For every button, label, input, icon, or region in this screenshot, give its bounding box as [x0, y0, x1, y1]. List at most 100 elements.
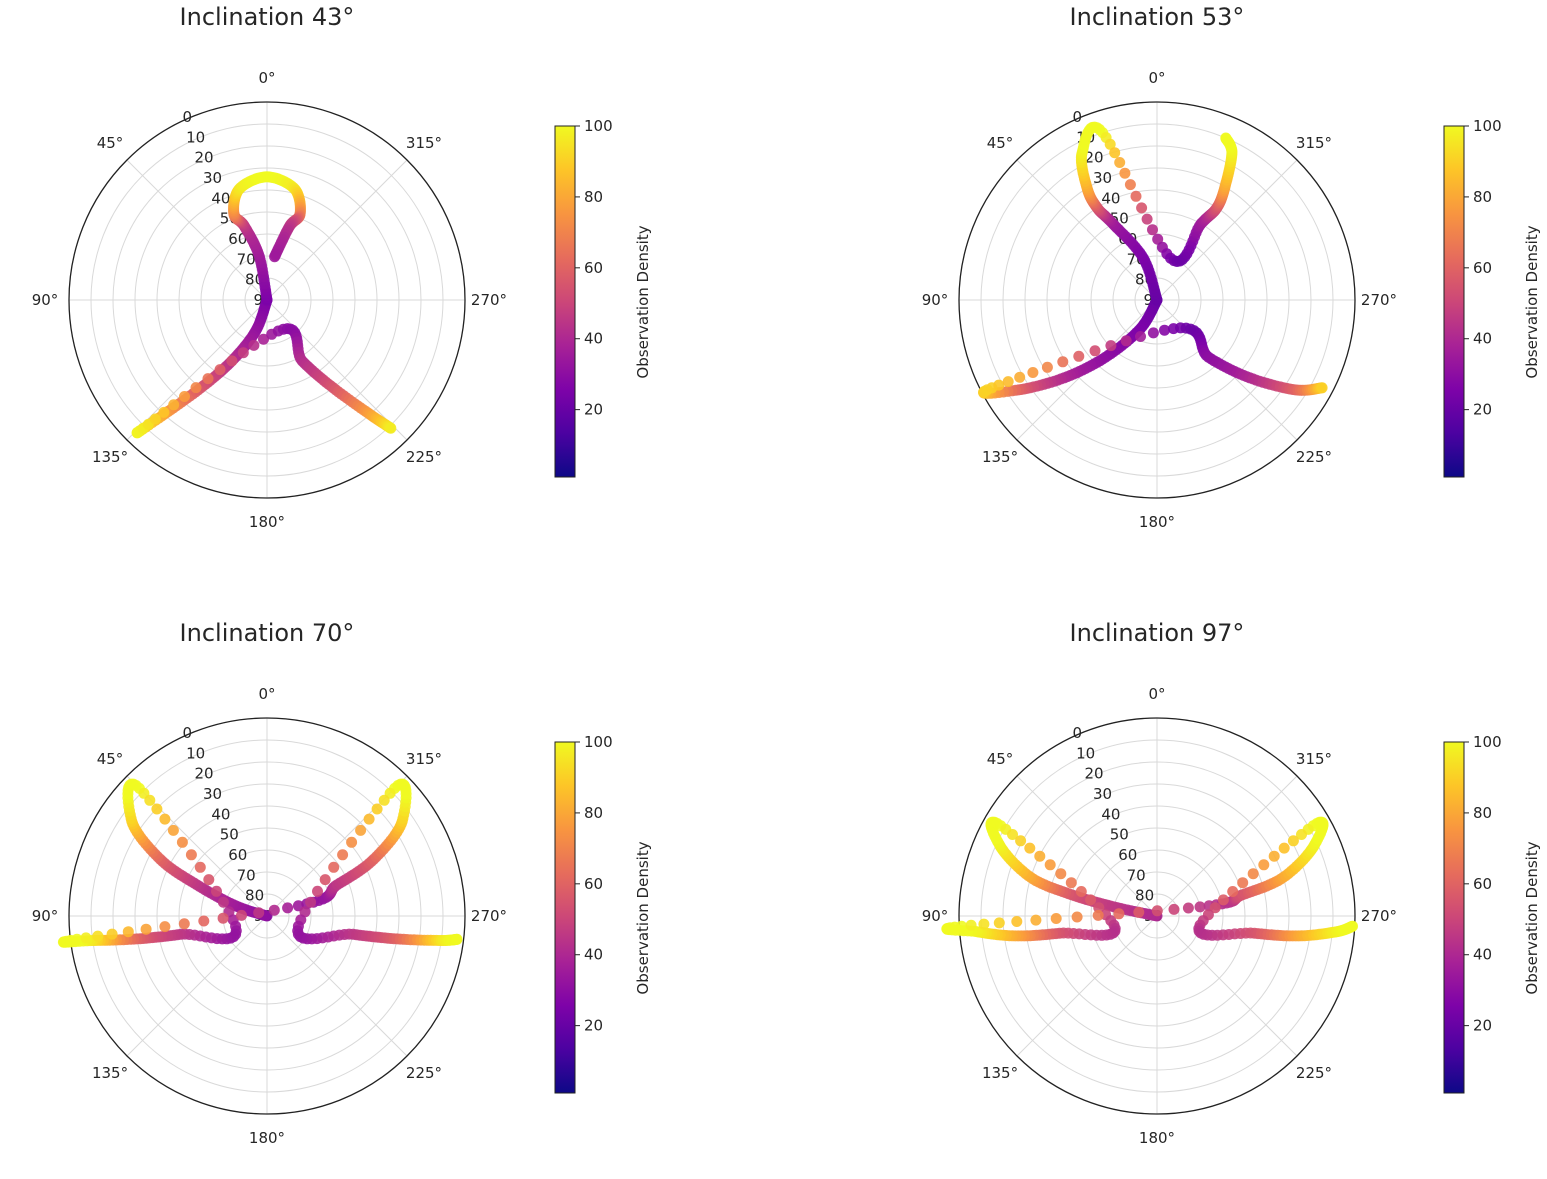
polar-axes: 0°45°90°135°180°225°270°315°010203040506…	[922, 685, 1397, 1147]
scatter-point	[1014, 371, 1026, 383]
grid-spoke	[1156, 159, 1298, 301]
scatter-point	[268, 904, 280, 916]
grid-spoke	[1156, 915, 1298, 1057]
theta-tick-label: 225°	[406, 1064, 442, 1082]
scatter-point	[346, 836, 358, 848]
colorbar-label: Observation Density	[1523, 225, 1541, 378]
scatter-point	[319, 874, 331, 886]
theta-tick-label: 0°	[1148, 69, 1165, 87]
scatter-point	[1113, 908, 1125, 920]
colorbar-tick-label: 60	[1473, 259, 1492, 277]
colorbar: Observation Density 20 40 60 80 100	[1443, 117, 1541, 478]
scatter-point	[1124, 179, 1136, 191]
panel-inclination-43: Inclination 43° 0° 45° 90° 135° 180° 225° 270°…	[32, 3, 652, 531]
theta-tick-label: 45°	[97, 750, 124, 768]
colorbar-tick-label: 20	[584, 401, 603, 419]
grid-spoke	[266, 159, 408, 301]
scatter-series	[978, 121, 1328, 399]
scatter-point	[1147, 327, 1159, 339]
scatter-point	[1092, 909, 1104, 921]
scatter-point	[1168, 903, 1180, 915]
scatter-point	[1057, 356, 1069, 368]
r-tick-label: 40	[1101, 189, 1120, 207]
theta-tick-label: 225°	[1296, 1064, 1332, 1082]
r-tick-label: 10	[186, 128, 205, 146]
r-tick-label: 20	[1085, 149, 1104, 167]
colorbar: Observation Density 20 40 60 80 100	[1443, 733, 1541, 1094]
polar-frame	[958, 717, 1356, 1115]
scatter-point	[1316, 382, 1328, 394]
r-tick-label: 0	[182, 108, 192, 126]
colorbar-tick-label: 40	[584, 946, 603, 964]
scatter-point	[92, 930, 104, 942]
scatter-point	[993, 917, 1005, 929]
theta-tick-label: 180°	[249, 513, 285, 531]
theta-tick-label: 0°	[258, 69, 275, 87]
r-tick-label: 30	[203, 785, 222, 803]
r-tick-label: 10	[1076, 744, 1095, 762]
grid-spoke	[1156, 775, 1298, 917]
scatter-point	[1073, 350, 1085, 362]
scatter-point	[158, 406, 170, 418]
scatter-point	[211, 885, 222, 897]
scatter-point	[1015, 835, 1027, 847]
panel-title: Inclination 70°	[180, 619, 355, 647]
r-tick-label: 70	[1127, 866, 1146, 884]
scatter-point	[1147, 224, 1158, 236]
scatter-point	[305, 896, 317, 908]
scatter-point	[214, 364, 226, 376]
polar-axes: 0°45°90°135°180°225°270°315°010203040506…	[32, 69, 507, 531]
scatter-series	[131, 171, 397, 439]
scatter-point	[1075, 886, 1087, 897]
colorbar-tick-label: 100	[584, 733, 613, 751]
r-tick-label: 40	[211, 189, 230, 207]
scatter-point	[176, 836, 188, 848]
scatter-point	[1130, 190, 1142, 202]
colorbar-tick-label: 60	[584, 259, 603, 277]
polar-frame	[68, 101, 466, 499]
scatter-point	[203, 874, 215, 886]
scatter-point	[1347, 920, 1358, 932]
scatter-point	[151, 803, 163, 815]
scatter-point	[1296, 829, 1307, 840]
grid-spoke	[266, 915, 408, 1057]
colorbar-gradient	[1443, 125, 1465, 478]
panel-inclination-97: Inclination 97° 0° 45° 90° 135° 180° 225° 270°…	[922, 619, 1541, 1147]
colorbar-tick-label: 20	[584, 1017, 603, 1035]
scatter-point	[217, 896, 229, 908]
colorbar-label: Observation Density	[634, 841, 652, 994]
scatter-point	[236, 909, 247, 921]
scatter-point	[1007, 829, 1018, 840]
theta-tick-label: 45°	[97, 134, 124, 152]
scatter-point	[178, 918, 190, 930]
r-tick-label: 0	[1072, 108, 1082, 126]
theta-tick-label: 90°	[32, 907, 59, 925]
scatter-point	[1287, 835, 1299, 847]
scatter-point	[122, 926, 134, 938]
theta-tick-label: 315°	[1296, 750, 1332, 768]
r-tick-label: 50	[1110, 826, 1129, 844]
grid-spoke	[126, 159, 268, 301]
r-tick-label: 50	[220, 826, 239, 844]
theta-tick-label: 0°	[258, 685, 275, 703]
r-tick-label: 0	[1072, 724, 1082, 742]
r-tick-label: 20	[1085, 765, 1104, 783]
theta-tick-label: 225°	[1296, 448, 1332, 466]
scatter-point	[385, 422, 397, 434]
scatter-point	[1041, 361, 1053, 373]
scatter-point	[1151, 905, 1163, 917]
polar-axes: 0°45°90°135°180°225°270°315°010203040506…	[922, 69, 1397, 531]
colorbar-tick-label: 80	[1473, 188, 1492, 206]
scatter-point	[1209, 902, 1221, 914]
scatter-point	[1120, 335, 1132, 347]
scatter-point	[159, 921, 171, 933]
colorbar-gradient	[554, 125, 576, 478]
scatter-point	[140, 923, 152, 935]
scatter-point	[371, 803, 383, 815]
scatter-point	[1034, 850, 1046, 862]
grid-spoke	[126, 915, 268, 1057]
theta-tick-label: 270°	[471, 291, 507, 309]
theta-tick-label: 135°	[982, 448, 1018, 466]
scatter-point	[1105, 340, 1117, 352]
scatter-point	[282, 902, 294, 914]
